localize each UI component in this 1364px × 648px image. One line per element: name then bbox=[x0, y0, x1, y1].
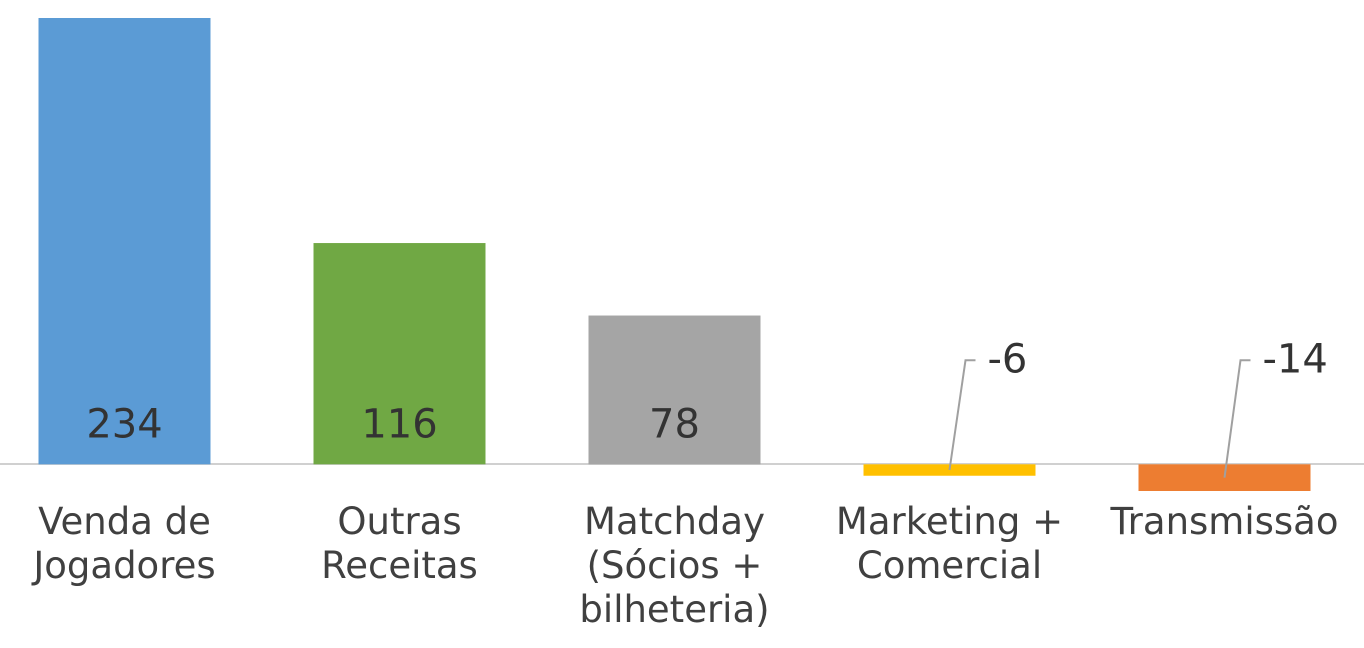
category-label: Marketing + Comercial bbox=[835, 500, 1064, 587]
bar bbox=[588, 315, 761, 465]
bar bbox=[313, 243, 486, 465]
leader-line bbox=[1223, 359, 1251, 478]
bar bbox=[38, 18, 211, 465]
data-label: -6 bbox=[988, 336, 1028, 382]
category-label: Matchday (Sócios + bilheteria) bbox=[579, 500, 770, 631]
data-label: 234 bbox=[86, 401, 162, 447]
leader-line bbox=[948, 359, 976, 471]
data-label: 78 bbox=[649, 401, 700, 447]
category-label: Outras Receitas bbox=[321, 500, 478, 587]
data-label: -14 bbox=[1263, 336, 1328, 382]
data-label: 116 bbox=[361, 401, 437, 447]
category-label: Venda de Jogadores bbox=[33, 500, 216, 587]
category-label: Transmissão bbox=[1110, 500, 1339, 543]
